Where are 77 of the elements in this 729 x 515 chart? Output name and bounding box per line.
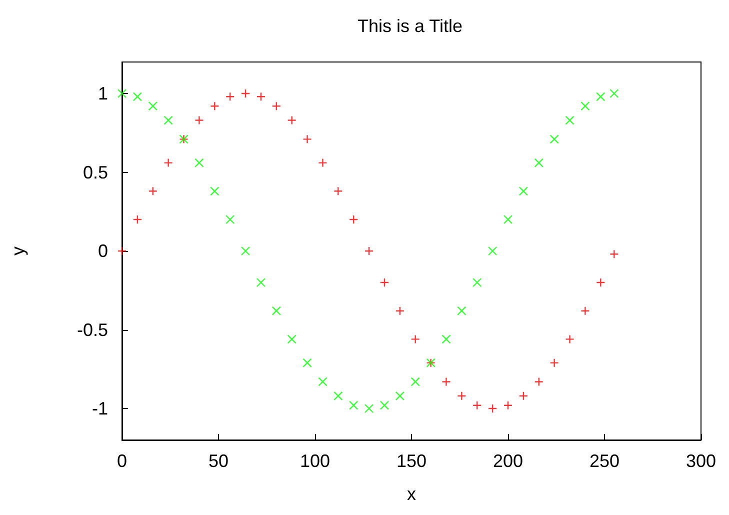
point bbox=[380, 400, 390, 410]
point bbox=[302, 134, 312, 144]
point bbox=[117, 88, 127, 98]
x-tick-label: 250 bbox=[589, 451, 620, 471]
point bbox=[442, 334, 451, 344]
x-tick-label: 0 bbox=[116, 451, 128, 471]
y-tick-label: 0 bbox=[98, 241, 108, 261]
point bbox=[550, 134, 559, 144]
point bbox=[132, 214, 142, 224]
point bbox=[210, 102, 220, 111]
y-tick-label: 1 bbox=[98, 84, 108, 104]
x-tick-label: 50 bbox=[208, 451, 229, 471]
point bbox=[410, 334, 420, 344]
point bbox=[225, 214, 235, 224]
point bbox=[518, 186, 528, 196]
point bbox=[457, 306, 466, 316]
point bbox=[410, 377, 420, 386]
point bbox=[287, 334, 296, 344]
chart-title: This is a Title bbox=[357, 16, 463, 36]
point bbox=[395, 391, 405, 400]
point bbox=[364, 246, 374, 256]
y-tick-label: 0.5 bbox=[82, 162, 108, 182]
point bbox=[318, 377, 328, 386]
point bbox=[334, 186, 343, 196]
point bbox=[117, 246, 127, 256]
point bbox=[210, 186, 220, 196]
point bbox=[256, 278, 266, 288]
point bbox=[534, 158, 544, 168]
x-axis-title: x bbox=[407, 484, 416, 504]
point bbox=[503, 400, 513, 410]
point bbox=[596, 92, 606, 102]
point bbox=[380, 278, 390, 288]
x-tick-label: 150 bbox=[396, 451, 427, 471]
point bbox=[194, 116, 204, 125]
point bbox=[302, 358, 312, 368]
point bbox=[472, 278, 482, 288]
y-axis-title: y bbox=[8, 246, 28, 256]
point bbox=[472, 400, 482, 410]
point bbox=[194, 158, 204, 168]
point bbox=[272, 102, 281, 111]
y-tick-label: -1 bbox=[92, 398, 108, 418]
point bbox=[164, 116, 173, 125]
point bbox=[442, 377, 451, 386]
point bbox=[518, 391, 528, 400]
point bbox=[534, 377, 544, 386]
point bbox=[580, 306, 590, 316]
point bbox=[395, 306, 405, 316]
point bbox=[318, 158, 328, 168]
point bbox=[256, 92, 266, 102]
x-tick-label: 100 bbox=[300, 451, 330, 471]
point bbox=[148, 186, 158, 196]
point bbox=[132, 92, 142, 102]
point bbox=[287, 116, 296, 125]
point bbox=[610, 88, 619, 98]
point bbox=[240, 246, 250, 256]
x-tick-label: 300 bbox=[686, 451, 716, 471]
point bbox=[240, 88, 250, 98]
point bbox=[580, 102, 590, 111]
point bbox=[225, 92, 235, 102]
point bbox=[550, 358, 559, 368]
point bbox=[596, 278, 606, 288]
point bbox=[364, 404, 374, 414]
point bbox=[565, 334, 574, 344]
point bbox=[503, 214, 513, 224]
point bbox=[565, 116, 574, 125]
y-tick-label: -0.5 bbox=[76, 320, 108, 340]
point bbox=[148, 102, 158, 111]
point bbox=[272, 306, 281, 316]
point bbox=[164, 158, 173, 168]
point bbox=[488, 246, 498, 256]
x-tick-label: 200 bbox=[492, 451, 524, 471]
point bbox=[349, 214, 358, 224]
point bbox=[349, 400, 358, 410]
point bbox=[457, 391, 466, 400]
point bbox=[334, 391, 343, 400]
point bbox=[610, 250, 619, 259]
point bbox=[488, 404, 498, 414]
